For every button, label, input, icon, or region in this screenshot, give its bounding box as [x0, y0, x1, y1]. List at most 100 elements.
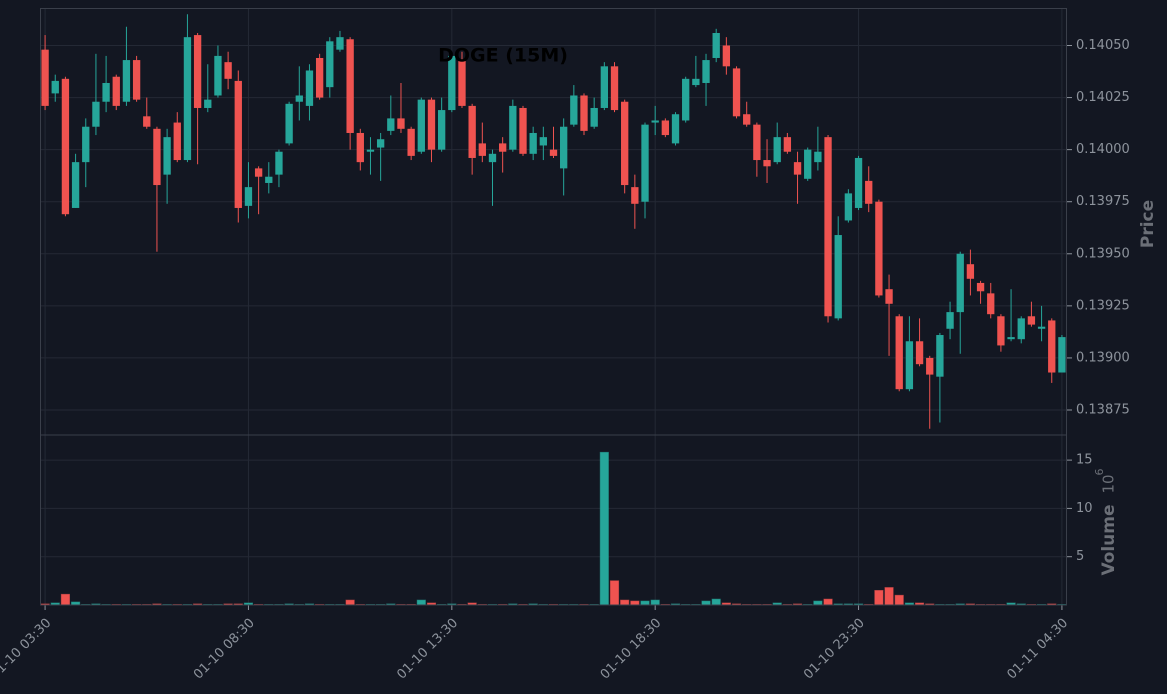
candle-body: [1048, 320, 1056, 373]
candle-body: [885, 289, 893, 304]
candle-body: [987, 293, 995, 315]
candle-body: [407, 128, 415, 156]
volume-bar: [701, 600, 711, 606]
candle-body: [590, 107, 598, 127]
candle-body: [1037, 326, 1046, 329]
y-tick-label: 0.13875: [1076, 403, 1130, 418]
volume-bar: [650, 599, 660, 606]
candle-body: [915, 341, 924, 365]
candle-body: [946, 312, 954, 329]
candle-body: [732, 68, 741, 117]
candle-body: [61, 78, 70, 215]
candle-body: [549, 149, 558, 156]
volume-bar: [813, 600, 823, 606]
candle-body: [153, 128, 161, 186]
candle-body: [824, 137, 832, 317]
candle-body: [498, 143, 507, 152]
candle-body: [193, 35, 202, 108]
volume-bar: [894, 594, 904, 606]
candle-body: [600, 66, 609, 108]
candle-body: [814, 151, 822, 163]
candle-body: [1058, 337, 1066, 373]
candle-body: [132, 60, 141, 100]
candle-body: [712, 32, 720, 58]
candle-body: [468, 105, 476, 158]
candle-body: [183, 37, 192, 161]
candle-body: [610, 66, 619, 111]
chart-title: DOGE (15M): [438, 45, 568, 67]
y2-tick-label: 15: [1076, 453, 1093, 468]
candle-body: [346, 39, 354, 133]
y-tick-label: 0.14025: [1076, 90, 1130, 105]
candle-body: [936, 335, 944, 377]
candle-body: [966, 264, 975, 279]
candle-body: [478, 143, 486, 156]
candle-body: [651, 120, 659, 123]
candle-body: [641, 124, 649, 202]
y2-tick-label: 5: [1076, 549, 1084, 564]
volume-bar: [60, 593, 70, 606]
candle-body: [834, 235, 842, 319]
volume-bar: [884, 587, 894, 606]
candle-body: [773, 137, 781, 163]
candle-body: [865, 180, 873, 204]
candle-body: [143, 116, 151, 127]
candle-body: [448, 55, 456, 111]
candle-body: [458, 60, 466, 106]
candle-body: [580, 95, 588, 131]
candle-body: [376, 139, 385, 148]
candle-body: [743, 114, 751, 125]
candle-body: [793, 162, 802, 175]
candle-body: [509, 105, 517, 150]
volume-bar: [416, 599, 426, 606]
candle-body: [783, 137, 792, 152]
candle-body: [204, 99, 212, 108]
candle-body: [427, 99, 436, 150]
candle-body: [844, 193, 853, 221]
candle-body: [51, 80, 59, 94]
candle-body: [753, 124, 761, 161]
candle-body: [804, 149, 812, 179]
candle-body: [417, 99, 425, 152]
y-tick-label: 0.13975: [1076, 194, 1130, 209]
y2-axis-label: Volume: [1099, 504, 1119, 575]
candle-body: [82, 126, 90, 163]
y-tick-label: 0.14050: [1076, 38, 1130, 53]
candle-body: [631, 187, 639, 204]
candle-body: [275, 151, 283, 175]
candle-body: [41, 49, 49, 106]
candle-body: [387, 118, 395, 131]
y-axis-label: Price: [1138, 200, 1158, 248]
volume-bar: [599, 451, 609, 606]
candle-body: [285, 103, 293, 144]
candle-body: [244, 187, 253, 206]
volume-bar: [640, 600, 650, 606]
candle-body: [305, 70, 314, 106]
volume-bar: [630, 600, 640, 606]
y-tick-label: 0.13900: [1076, 350, 1130, 365]
candle-body: [437, 110, 446, 150]
volume-bar: [609, 580, 620, 606]
candle-body: [1017, 318, 1025, 340]
candle-body: [702, 60, 710, 83]
candle-body: [366, 149, 375, 152]
candle-body: [265, 176, 273, 183]
candle-body: [71, 162, 80, 208]
volume-bar: [345, 599, 355, 606]
candle-body: [1027, 316, 1036, 325]
volume-bar: [711, 598, 721, 606]
candle-body: [621, 101, 629, 186]
candle-body: [905, 341, 914, 390]
y2-offset-exp: 6: [1093, 469, 1106, 476]
candle-body: [529, 132, 537, 154]
volume-bar: [620, 599, 630, 606]
candle-body: [356, 132, 364, 163]
candle-body: [539, 137, 547, 146]
candle-body: [336, 37, 344, 50]
candle-body: [692, 78, 700, 86]
candle-body: [895, 316, 903, 390]
candle-body: [671, 114, 680, 144]
candle-body: [976, 282, 985, 292]
